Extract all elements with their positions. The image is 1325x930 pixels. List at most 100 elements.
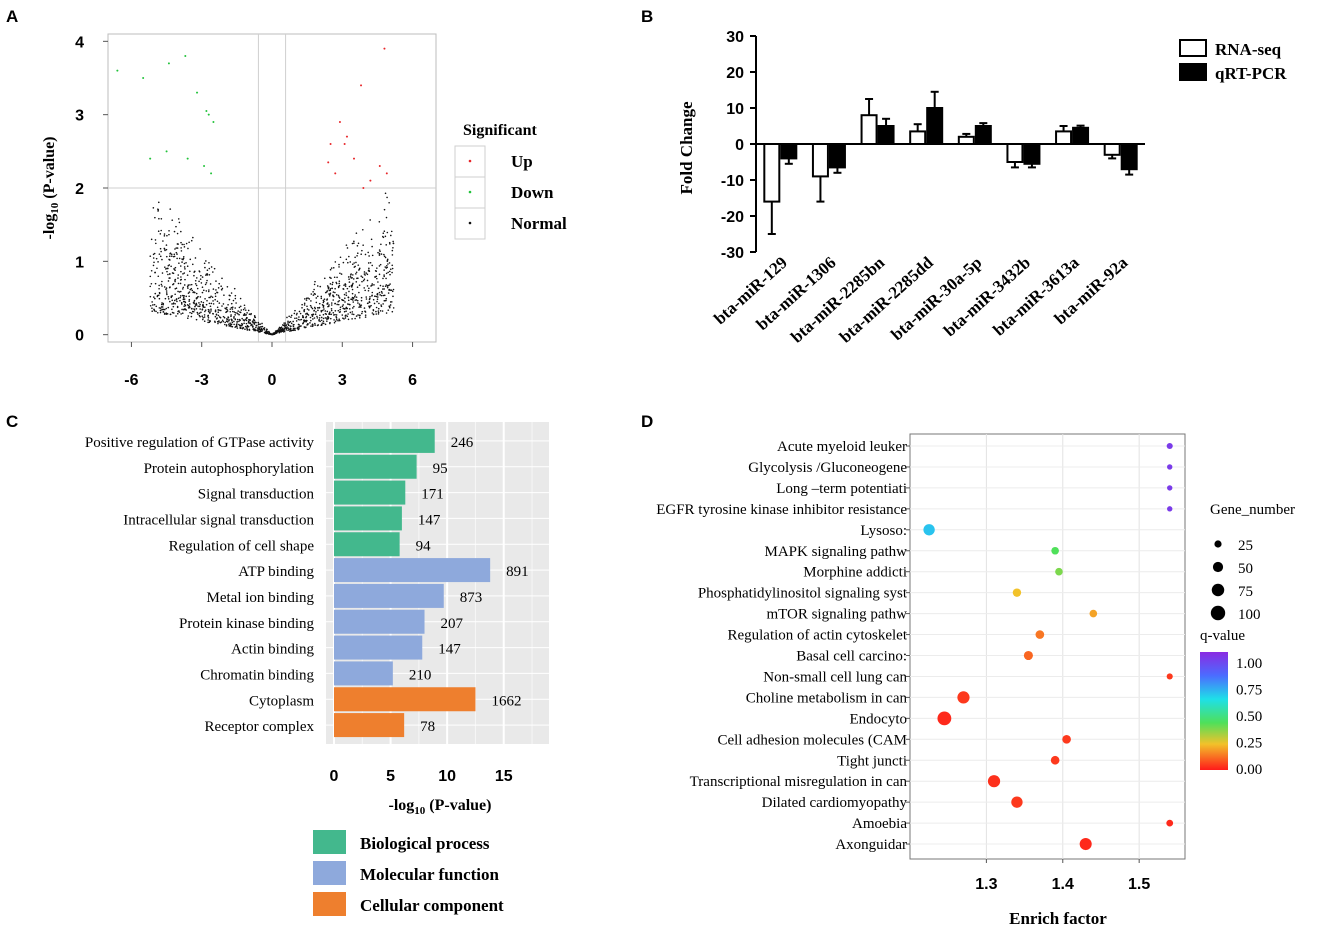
volcano-point-normal [293, 327, 296, 330]
volcano-point-normal [243, 319, 246, 322]
kegg-pathway-label: Endocyto [850, 711, 908, 727]
volcano-point-normal [345, 306, 348, 309]
volcano-point-normal [208, 273, 211, 276]
volcano-point-normal [257, 323, 260, 326]
volcano-point-normal [263, 328, 266, 331]
volcano-point-normal [383, 230, 386, 233]
volcano-point-normal [199, 296, 202, 298]
volcano-legend: Significant Up Down Normal [454, 122, 567, 240]
volcano-point-normal [182, 296, 185, 299]
go-legend-swatch [313, 830, 346, 854]
volcano-point-normal [354, 294, 356, 296]
volcano-point-normal [317, 309, 319, 312]
volcano-point-normal [342, 288, 345, 290]
volcano-point-normal [389, 268, 392, 270]
volcano-point-normal [383, 299, 386, 302]
volcano-point-normal [216, 320, 219, 323]
volcano-point-normal [338, 266, 340, 268]
volcano-point-normal [183, 300, 186, 303]
volcano-point-normal [177, 310, 179, 313]
volcano-point-normal [351, 307, 354, 309]
volcano-point-normal [161, 258, 163, 261]
volcano-point-normal [355, 232, 358, 234]
volcano-point-normal [368, 267, 370, 270]
volcano-point-normal [185, 242, 188, 245]
volcano-point-normal [183, 305, 185, 307]
kegg-pathway-label: EGFR tyrosine kinase inhibitor resistanc… [656, 502, 907, 518]
volcano-point-normal [180, 241, 182, 244]
volcano-point-normal [149, 255, 152, 257]
volcano-point-normal [366, 273, 369, 276]
volcano-point-normal [322, 322, 325, 325]
volcano-point-normal [233, 317, 235, 319]
volcano-point-normal [382, 303, 384, 305]
volcano-point-normal [332, 291, 335, 293]
volcano-point-normal [302, 322, 304, 325]
volcano-point-normal [355, 281, 358, 283]
volcano-point-normal [389, 304, 392, 306]
volcano-point-normal [357, 314, 359, 316]
volcano-point-normal [313, 306, 316, 309]
volcano-point-down [196, 91, 199, 94]
volcano-point-normal [368, 255, 370, 257]
volcano-point-normal [153, 310, 156, 312]
volcano-point-normal [176, 300, 178, 303]
kegg-bubble [1062, 734, 1071, 744]
volcano-point-normal [150, 282, 153, 285]
volcano-point-normal [214, 310, 217, 313]
volcano-point-normal [238, 306, 241, 309]
volcano-point-normal [158, 284, 160, 287]
volcano-point-normal [303, 309, 305, 312]
go-bar [334, 532, 400, 557]
volcano-point-normal [257, 326, 260, 328]
go-term-label: Chromatin binding [200, 667, 314, 683]
volcano-point-normal [384, 266, 387, 268]
volcano-point-normal [180, 278, 183, 281]
volcano-point-normal [201, 308, 204, 311]
volcano-point-normal [333, 319, 335, 321]
go-legend-swatch [313, 861, 346, 885]
volcano-point-normal [212, 271, 214, 273]
volcano-point-normal [237, 310, 239, 312]
volcano-point-normal [360, 275, 363, 277]
volcano-point-normal [164, 249, 166, 252]
volcano-point-normal [182, 286, 185, 289]
volcano-point-normal [180, 230, 182, 233]
volcano-point-normal [217, 314, 220, 317]
volcano-point-normal [164, 268, 167, 270]
volcano-point-normal [180, 250, 183, 252]
volcano-point-normal [378, 273, 381, 276]
volcano-point-normal [368, 305, 370, 308]
volcano-point-normal [207, 290, 210, 293]
volcano-point-normal [171, 299, 174, 302]
volcano-point-normal [226, 286, 229, 288]
volcano-point-normal [298, 326, 300, 328]
kegg-bubble [987, 775, 1001, 788]
volcano-point-normal [235, 324, 238, 326]
kegg-pathway-label: Phosphatidylinositol signaling syst [698, 586, 908, 602]
volcano-point-normal [182, 273, 184, 275]
volcano-point-normal [323, 308, 325, 310]
volcano-point-normal [345, 292, 347, 294]
volcano-point-normal [352, 301, 355, 303]
volcano-point-normal [214, 292, 217, 295]
volcano-point-normal [322, 306, 325, 308]
volcano-point-down [186, 157, 189, 160]
go-bar-count-label: 171 [421, 487, 444, 503]
go-legend-label: Molecular function [360, 865, 500, 884]
volcano-point-normal [235, 302, 237, 304]
panel-label-c: C [6, 412, 18, 431]
volcano-point-normal [296, 312, 298, 315]
q-value-legend-label: 0.25 [1236, 736, 1262, 752]
volcano-x-tick-label: 0 [268, 372, 277, 389]
volcano-point-normal [371, 245, 373, 248]
kegg-pathway-label: mTOR signaling pathw [766, 607, 907, 623]
volcano-point-normal [346, 247, 349, 249]
volcano-point-normal [206, 279, 208, 282]
volcano-point-normal [167, 295, 170, 298]
volcano-point-normal [159, 309, 162, 312]
volcano-point-down [207, 113, 210, 116]
volcano-point-normal [360, 304, 363, 306]
volcano-point-normal [331, 287, 333, 290]
volcano-point-normal [324, 310, 327, 312]
